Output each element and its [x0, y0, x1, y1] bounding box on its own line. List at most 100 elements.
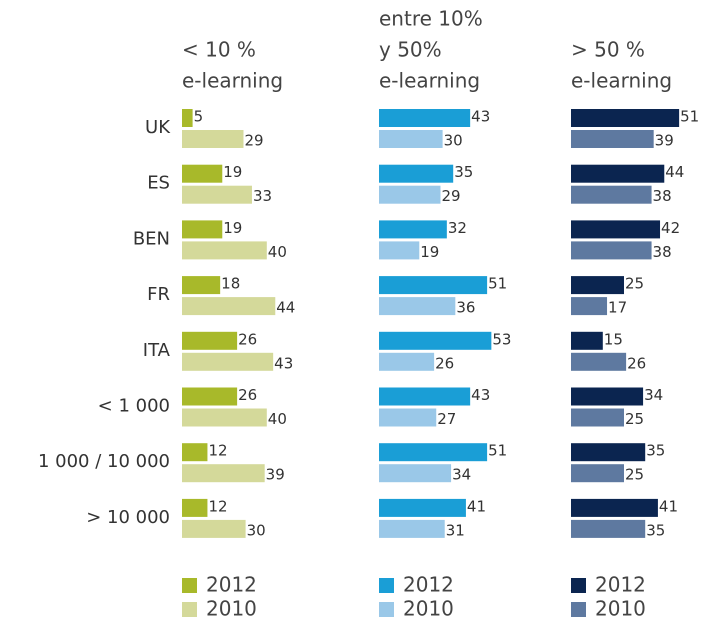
value-label: 34	[452, 466, 471, 484]
value-label: 30	[247, 521, 266, 539]
value-label: 51	[488, 442, 507, 460]
legend-label: 2012	[403, 573, 454, 597]
value-label: 33	[253, 187, 272, 205]
value-label: 26	[435, 354, 454, 372]
bar	[379, 498, 466, 517]
legend-label: 2012	[206, 573, 257, 597]
legend-swatch	[379, 602, 394, 617]
value-label: 38	[653, 243, 672, 261]
bar	[182, 464, 265, 483]
value-label: 29	[441, 187, 460, 205]
value-label: 31	[446, 521, 465, 539]
legend-label: 2010	[206, 597, 257, 619]
value-label: 29	[244, 132, 263, 150]
bar	[379, 241, 420, 260]
value-label: 26	[627, 354, 646, 372]
value-label: 32	[448, 219, 467, 237]
bar	[182, 185, 252, 204]
bar	[379, 297, 456, 316]
panel-title: e-learning	[182, 69, 283, 93]
legend-label: 2010	[595, 597, 646, 619]
bar	[182, 443, 208, 462]
value-label: 25	[625, 410, 644, 428]
value-label: 44	[276, 299, 295, 317]
bar	[379, 408, 437, 427]
value-label: 51	[680, 108, 699, 126]
value-label: 12	[208, 442, 227, 460]
value-label: 41	[467, 497, 486, 515]
legend-label: 2010	[403, 597, 454, 619]
bar	[571, 464, 624, 483]
category-label: FR	[147, 284, 170, 305]
bar	[182, 220, 223, 239]
value-label: 19	[223, 163, 242, 181]
bar	[379, 276, 488, 295]
bar	[571, 331, 603, 350]
value-label: 18	[221, 275, 240, 293]
value-label: 30	[444, 132, 463, 150]
bar	[379, 443, 488, 462]
bar	[182, 130, 244, 148]
legend-swatch	[571, 578, 586, 593]
legend-swatch	[571, 602, 586, 617]
bar	[379, 331, 492, 350]
bar	[182, 331, 238, 350]
bar	[571, 443, 646, 462]
bar	[571, 185, 652, 204]
value-label: 19	[223, 219, 242, 237]
value-label: 40	[268, 410, 287, 428]
bar	[571, 276, 624, 295]
value-label: 25	[625, 275, 644, 293]
bar	[571, 241, 652, 260]
value-label: 53	[492, 330, 511, 348]
value-label: 35	[454, 163, 473, 181]
bar	[571, 109, 680, 127]
value-label: 35	[646, 442, 665, 460]
bar	[182, 387, 238, 406]
value-label: 43	[471, 108, 490, 126]
value-label: 26	[238, 386, 257, 404]
bar	[182, 498, 208, 517]
category-label: ITA	[143, 340, 171, 361]
value-label: 39	[266, 466, 285, 484]
bar	[571, 498, 658, 517]
bar	[182, 276, 221, 295]
value-label: 36	[456, 299, 475, 317]
category-label: > 10 000	[86, 507, 170, 528]
bar	[571, 352, 627, 371]
panel-title: e-learning	[379, 69, 480, 93]
bar	[379, 464, 452, 483]
value-label: 35	[646, 521, 665, 539]
legend-swatch	[182, 602, 197, 617]
panel-title: entre 10%	[379, 7, 483, 31]
value-label: 19	[420, 243, 439, 261]
value-label: 5	[194, 108, 204, 126]
value-label: 34	[644, 386, 663, 404]
bar	[379, 130, 443, 148]
category-label: UK	[145, 117, 171, 138]
value-label: 42	[661, 219, 680, 237]
bar	[571, 220, 661, 239]
bar	[182, 519, 246, 538]
value-label: 39	[655, 132, 674, 150]
category-label: < 1 000	[98, 396, 170, 417]
legend-swatch	[182, 578, 197, 593]
legend-label: 2012	[595, 573, 646, 597]
category-label: BEN	[133, 228, 170, 249]
bar	[379, 220, 447, 239]
value-label: 38	[653, 187, 672, 205]
bar	[182, 109, 193, 127]
panel-title: e-learning	[571, 69, 672, 93]
bar	[571, 408, 624, 427]
bar	[182, 164, 223, 183]
value-label: 43	[274, 354, 293, 372]
category-label: 1 000 / 10 000	[38, 451, 170, 472]
value-label: 15	[604, 330, 623, 348]
value-label: 43	[471, 386, 490, 404]
bar	[379, 185, 441, 204]
bar	[379, 164, 454, 183]
value-label: 44	[665, 163, 684, 181]
bar	[182, 297, 276, 316]
bar	[379, 109, 471, 127]
